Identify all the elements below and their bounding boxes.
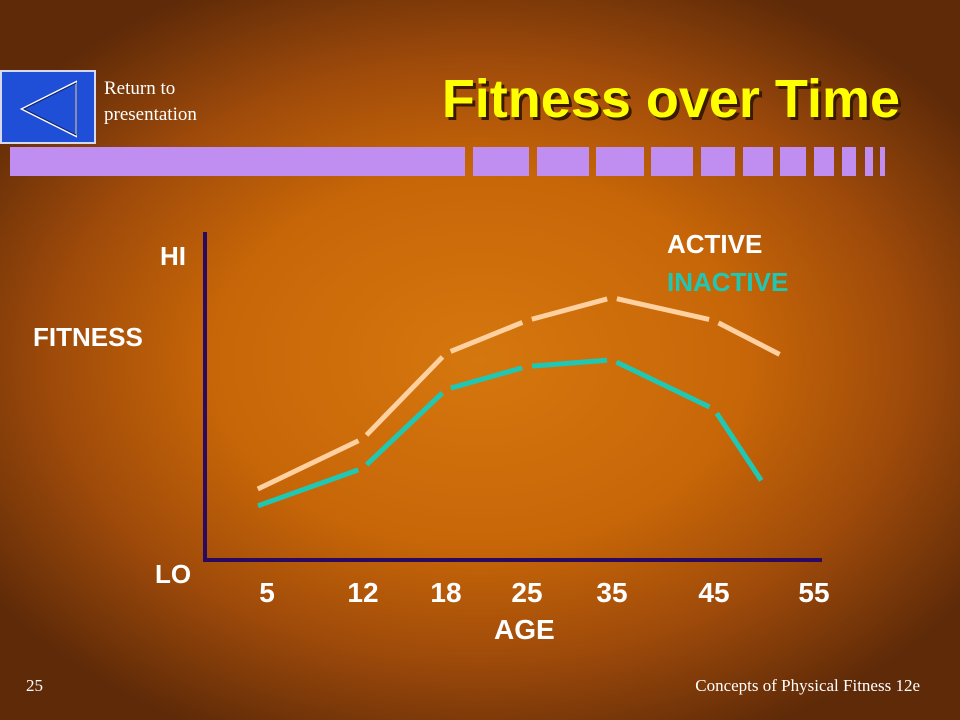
active-segment [256,438,360,492]
x-tick-label: 25 [511,577,543,608]
x-tick-label: 5 [259,577,275,608]
inactive-segment [615,359,711,410]
series-layer [256,296,781,509]
return-to-presentation-link[interactable]: Return to presentation [104,76,244,128]
x-tick-label: 55 [798,577,830,608]
page-title: Fitness over Time [441,69,900,129]
x-axis-label: AGE [494,614,555,645]
active-segment [449,320,524,354]
inactive-segment [450,365,523,391]
active-segment [616,296,710,322]
x-tick-label: 12 [347,577,379,608]
y-axis-hi-label: HI [160,241,186,271]
inactive-segment [714,411,764,482]
active-segment [531,296,608,322]
book-title: Concepts of Physical Fitness 12e [695,676,920,695]
y-axis-label: FITNESS [33,322,143,352]
active-segment [364,355,445,437]
inactive-segment [364,391,445,467]
return-link-line1: Return to [104,78,176,99]
legend-inactive: INACTIVE [667,267,789,297]
page-number: 25 [26,676,43,695]
back-triangle-icon [19,80,77,138]
inactive-segment [531,357,608,369]
x-tick-label: 18 [430,577,462,608]
return-to-presentation-button[interactable] [0,70,96,144]
return-link-line2: presentation [104,104,197,125]
y-axis-lo-label: LO [155,559,192,589]
legend-active: ACTIVE [667,229,763,259]
active-segment [717,320,781,357]
x-tick-label: 35 [596,577,628,608]
inactive-segment [257,467,360,509]
x-tick-label: 45 [698,577,730,608]
